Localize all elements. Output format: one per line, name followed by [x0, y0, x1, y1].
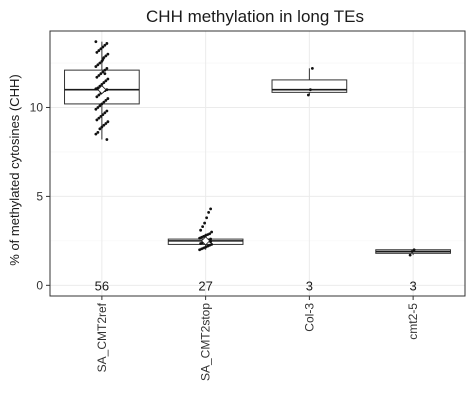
data-point: [96, 63, 100, 67]
chart-title: CHH methylation in long TEs: [146, 7, 364, 26]
data-point: [97, 116, 101, 120]
data-point: [99, 114, 103, 118]
data-point: [410, 250, 414, 253]
mean-marker: [201, 236, 211, 246]
y-tick-label: 0: [36, 278, 43, 292]
plot-panel-border: [49, 30, 466, 297]
data-point: [101, 113, 105, 116]
data-point: [306, 93, 310, 97]
data-point: [96, 106, 100, 109]
data-point: [408, 253, 412, 257]
data-point: [102, 100, 106, 104]
data-point: [95, 50, 99, 54]
data-point: [198, 236, 202, 240]
count-label: 27: [198, 278, 212, 293]
data-point: [102, 123, 106, 127]
data-point: [101, 58, 105, 61]
data-point: [97, 49, 101, 52]
x-tick-label: cmt2-5: [406, 303, 420, 340]
data-point: [205, 216, 209, 220]
data-point: [95, 95, 99, 99]
data-point: [105, 138, 109, 141]
data-point: [106, 120, 110, 124]
data-point: [100, 102, 104, 106]
data-point: [207, 211, 211, 214]
data-point: [201, 225, 205, 229]
data-point: [198, 248, 202, 252]
data-point: [100, 82, 104, 86]
data-points: [94, 40, 416, 257]
count-labels: 56 27 3 3: [95, 278, 417, 293]
data-point: [104, 98, 108, 102]
data-point: [99, 72, 103, 76]
data-point: [105, 109, 109, 113]
data-point: [104, 79, 108, 83]
count-label: 3: [306, 278, 313, 293]
data-point: [94, 65, 98, 68]
data-point: [105, 42, 109, 45]
data-point: [95, 118, 99, 122]
data-point: [102, 81, 106, 84]
data-point: [103, 43, 107, 47]
data-point: [97, 74, 101, 77]
data-point: [412, 248, 416, 252]
data-point: [103, 111, 107, 115]
data-point: [97, 93, 101, 97]
axes: 0 5 10 SA_CMT2ref SA_CMT2stop Col-3 cmt2-5: [30, 100, 420, 381]
data-point: [103, 72, 107, 76]
y-axis-label: % of methylated cytosines (CHH): [7, 74, 22, 265]
data-point: [96, 130, 100, 134]
data-point: [310, 66, 314, 70]
y-tick-label: 10: [30, 100, 44, 114]
x-tick-label: Col-3: [302, 303, 316, 332]
x-tick-label: SA_CMT2stop: [199, 303, 213, 381]
data-point: [104, 54, 108, 58]
data-point: [94, 107, 98, 111]
y-tick-label: 5: [36, 189, 43, 203]
data-point: [99, 47, 103, 51]
data-point: [98, 61, 102, 65]
data-point: [94, 132, 98, 136]
data-point: [94, 87, 98, 91]
data-point: [203, 221, 207, 225]
data-point: [199, 228, 203, 232]
data-point: [98, 127, 102, 131]
data-point: [308, 88, 312, 92]
data-point: [98, 104, 102, 108]
data-point: [103, 68, 107, 72]
data-point: [101, 70, 105, 74]
data-point: [209, 207, 213, 211]
data-point: [199, 242, 203, 245]
data-point: [101, 45, 105, 49]
data-point: [210, 230, 214, 234]
mean-marker: [97, 85, 107, 95]
data-point: [100, 125, 104, 129]
count-label: 3: [410, 278, 417, 293]
x-tick-label: SA_CMT2ref: [95, 302, 109, 372]
count-label: 56: [95, 278, 109, 293]
data-point: [94, 40, 98, 44]
data-point: [104, 122, 108, 125]
data-point: [95, 75, 99, 79]
data-point: [106, 52, 110, 56]
data-point: [105, 66, 109, 70]
data-point: [106, 77, 110, 81]
data-point: [106, 97, 110, 100]
